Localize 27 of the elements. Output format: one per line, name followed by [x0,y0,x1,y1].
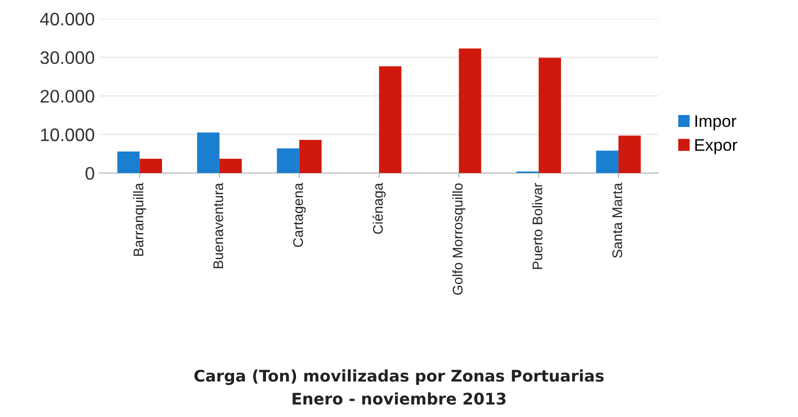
bar [197,132,220,174]
text: Enero - noviembre 2013 [292,392,506,405]
x-tick-label: Golfo Morrosquillo [452,183,466,295]
x-tick-label: Santa Marta [612,182,622,258]
text: Carga (Ton) movilizadas por Zonas Portuarias [194,369,604,385]
x-tick-label: Puerto Bolivar [532,183,542,269]
x-tick-label: Buenaventura [213,182,224,268]
y-tick-label: 10.000 [41,128,94,142]
bar [538,58,561,174]
legend-label: Impor [695,115,736,130]
y-tick-label: 40.000 [40,12,94,26]
x-tick-label: Ciénaga [372,182,386,234]
bar [596,150,618,174]
bar [618,136,641,174]
bar [117,151,140,174]
legend-label: Expor [695,139,738,154]
y-tick-label: 0 [86,166,94,180]
y-tick-label: 20.000 [40,90,94,103]
y-tick-label: 30.000 [40,51,94,64]
x-tick-label: Cartagena [293,182,306,247]
bar [379,66,402,174]
bar [219,158,242,174]
bar [299,140,322,174]
bar [458,48,482,174]
bar [276,148,300,174]
bar [140,158,162,174]
x-tick-label: Barranquilla [133,182,146,256]
